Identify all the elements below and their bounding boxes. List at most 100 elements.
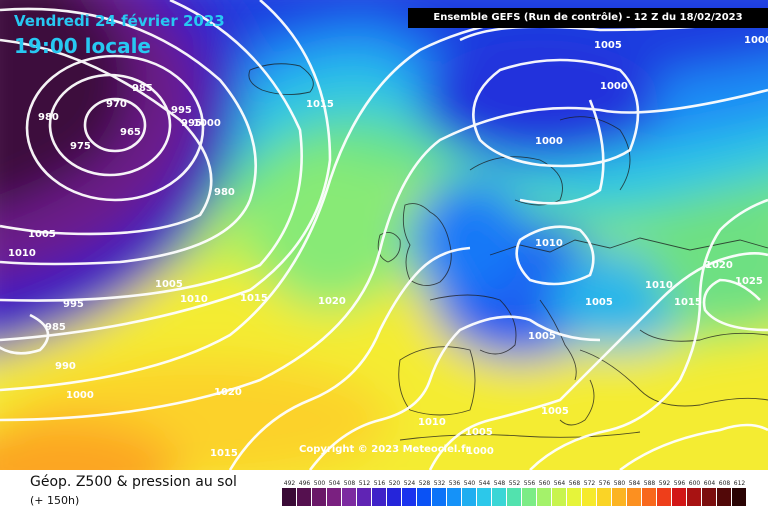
scale-tick-label: 608 [719,480,731,487]
scale-tick-label: 544 [479,480,491,487]
scale-swatch [537,488,551,506]
scale-tick-label: 512 [359,480,371,487]
isobar-label: 995 [181,118,202,129]
isobar-label: 1005 [585,297,613,308]
isobar-label: 1000 [466,446,494,457]
isobar-label: 990 [55,361,76,372]
scale-tick-label: 588 [644,480,656,487]
legend-footer: Géop. Z500 & pression au sol (+ 150h) 49… [0,470,768,512]
scale-tick-label: 600 [689,480,701,487]
scale-swatch [702,488,716,506]
scale-swatch [342,488,356,506]
scale-tick-label: 596 [674,480,686,487]
scale-tick-label: 572 [584,480,596,487]
scale-swatch [732,488,746,506]
scale-swatch [507,488,521,506]
scale-swatch [522,488,536,506]
scale-swatch [372,488,386,506]
forecast-date: Vendredi 24 février 2023 [14,12,225,30]
scale-tick-label: 548 [494,480,506,487]
scale-swatch [357,488,371,506]
scale-tick-label: 564 [554,480,566,487]
isobar-label: 1025 [735,276,763,287]
scale-tick-label: 500 [314,480,326,487]
isobar-label: 965 [120,127,141,138]
scale-tick-label: 592 [659,480,671,487]
isobar-label: 1005 [528,331,556,342]
isobar-label: 1005 [28,229,56,240]
isobar-label: 1010 [418,417,446,428]
scale-swatch [687,488,701,506]
scale-swatch [657,488,671,506]
scale-swatch [477,488,491,506]
scale-tick-label: 528 [419,480,431,487]
scale-tick-label: 552 [509,480,521,487]
isobar-label: 1005 [594,40,622,51]
scale-swatch [567,488,581,506]
isobar-label: 1020 [214,387,242,398]
color-scale: 492 496 500 504 508 512 516 520 524 528 532 536 540 5… [282,480,746,506]
isobar-label: 1015 [240,293,268,304]
isobar-labels: 1000 1005 1000 1000 1015 985 970 965 975… [8,35,768,459]
scale-tick-label: 584 [629,480,641,487]
scale-tick-label: 532 [434,480,446,487]
scale-tick-label: 612 [734,480,746,487]
isobar-label: 1020 [318,296,346,307]
scale-tick-label: 604 [704,480,716,487]
isobar-label: 1010 [645,280,673,291]
isobar-label: 985 [45,322,66,333]
scale-tick-label: 568 [569,480,581,487]
scale-swatch [627,488,641,506]
scale-tick-label: 516 [374,480,386,487]
isobar-label: 1000 [66,390,94,401]
scale-tick-label: 504 [329,480,341,487]
scale-swatch [672,488,686,506]
isobar-label: 980 [38,112,59,123]
forecast-hour: (+ 150h) [30,494,80,507]
copyright-text: Copyright © 2023 Meteociel.fr [299,444,471,455]
scale-swatch [297,488,311,506]
scale-swatch [462,488,476,506]
isobar-label: 1000 [193,118,221,129]
scale-swatch [642,488,656,506]
scale-tick-label: 580 [614,480,626,487]
isobar-label: 1015 [210,448,238,459]
isobar-label: 1000 [535,136,563,147]
scale-swatch [282,488,296,506]
scale-swatch [402,488,416,506]
isobar-label: 1010 [535,238,563,249]
isobar-label: 1010 [8,248,36,259]
scale-tick-label: 576 [599,480,611,487]
isobar-label: 1005 [541,406,569,417]
scale-swatch [327,488,341,506]
isobar-label: 1015 [674,297,702,308]
scale-tick-label: 560 [539,480,551,487]
scale-swatch [717,488,731,506]
isobar-label: 1020 [705,260,733,271]
isobar-label: 1000 [600,81,628,92]
scale-swatch [582,488,596,506]
scale-swatch [432,488,446,506]
isobar-label: 995 [171,105,192,116]
scale-tick-label: 496 [299,480,311,487]
isobar-label: 975 [70,141,91,152]
scale-swatch [552,488,566,506]
scale-swatch [612,488,626,506]
isobar-label: 1005 [465,427,493,438]
scale-swatch [387,488,401,506]
scale-swatch [447,488,461,506]
isobar-label: 970 [106,99,127,110]
scale-swatch [597,488,611,506]
isobar-label: 980 [214,187,235,198]
scale-tick-label: 536 [449,480,461,487]
isobar-label: 1005 [155,279,183,290]
scale-tick-label: 540 [464,480,476,487]
isobar-label: 1010 [180,294,208,305]
scale-swatch [417,488,431,506]
scale-tick-label: 492 [284,480,296,487]
isobar-lines [0,0,768,470]
scale-swatch [492,488,506,506]
isobar-label: 985 [132,83,153,94]
coastlines [248,63,768,441]
